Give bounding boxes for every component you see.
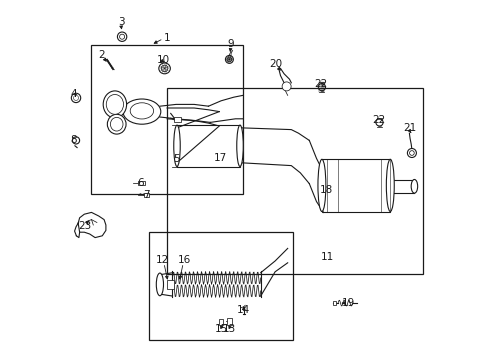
Text: 1: 1 [163, 33, 170, 43]
Bar [149, 232, 292, 340]
Text: 15: 15 [214, 324, 227, 334]
Bar [321, 159, 389, 211]
Text: 10: 10 [157, 55, 170, 66]
Ellipse shape [103, 91, 126, 118]
Ellipse shape [73, 95, 79, 100]
Text: 21: 21 [402, 123, 415, 133]
Ellipse shape [159, 63, 170, 74]
Bar [91, 45, 242, 194]
Bar [143, 193, 149, 197]
Text: 18: 18 [319, 185, 332, 195]
Text: 6: 6 [137, 178, 144, 188]
Text: 16: 16 [178, 255, 191, 265]
Ellipse shape [410, 180, 417, 193]
Ellipse shape [161, 65, 167, 72]
Ellipse shape [123, 99, 161, 124]
Text: 4: 4 [70, 89, 77, 99]
Ellipse shape [72, 137, 80, 144]
Ellipse shape [318, 84, 325, 91]
Bar [138, 181, 144, 185]
Ellipse shape [282, 82, 290, 91]
Ellipse shape [317, 159, 325, 211]
Ellipse shape [156, 273, 163, 296]
Ellipse shape [117, 32, 126, 41]
Text: 7: 7 [142, 190, 149, 200]
Ellipse shape [106, 94, 123, 114]
Text: 13: 13 [223, 324, 236, 334]
Text: 20: 20 [269, 59, 282, 69]
Text: 5: 5 [172, 154, 179, 164]
Text: 9: 9 [227, 39, 234, 49]
Bar [167, 88, 422, 274]
Text: 12: 12 [156, 255, 169, 265]
Ellipse shape [409, 151, 413, 156]
Text: 17: 17 [213, 153, 226, 163]
Text: 3: 3 [118, 17, 124, 27]
Ellipse shape [173, 125, 180, 166]
Bar [332, 301, 336, 305]
Ellipse shape [120, 34, 124, 39]
Text: 23: 23 [78, 221, 91, 231]
Text: 8: 8 [70, 135, 77, 145]
Bar [227, 318, 231, 325]
Ellipse shape [110, 117, 123, 131]
Ellipse shape [226, 57, 231, 62]
Text: 19: 19 [341, 298, 354, 308]
Ellipse shape [375, 119, 382, 126]
Bar [167, 280, 173, 289]
Text: 22: 22 [371, 114, 385, 125]
Text: 2: 2 [98, 50, 105, 60]
Ellipse shape [407, 149, 416, 158]
Text: 14: 14 [237, 305, 250, 315]
Bar [174, 117, 181, 122]
Text: 22: 22 [314, 78, 327, 89]
Bar [177, 125, 240, 166]
Bar [219, 319, 223, 325]
Text: 11: 11 [320, 252, 333, 262]
Ellipse shape [71, 93, 81, 103]
Ellipse shape [386, 159, 393, 211]
Ellipse shape [107, 114, 126, 134]
Ellipse shape [225, 55, 233, 63]
Ellipse shape [236, 125, 243, 166]
